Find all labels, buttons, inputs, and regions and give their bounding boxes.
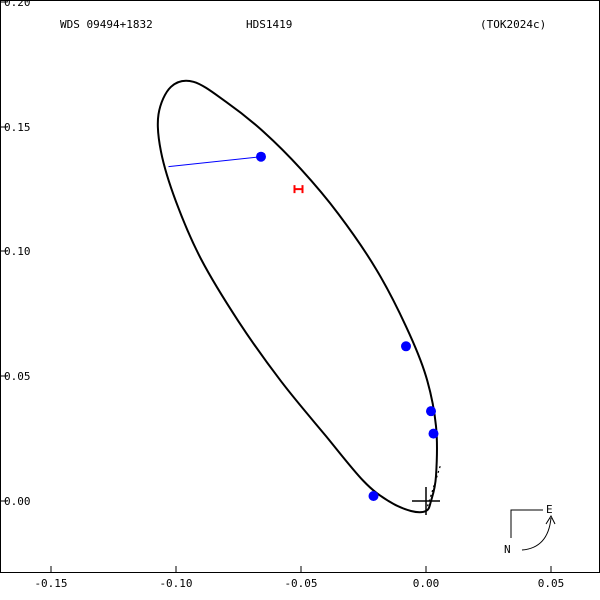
primary-star-marker xyxy=(412,487,440,515)
y-tick-label-1: 0.05 xyxy=(4,370,31,383)
x-tick-label-2: -0.05 xyxy=(284,577,317,590)
measurement-point xyxy=(368,491,379,502)
residual-line xyxy=(168,156,262,168)
measurement-point xyxy=(401,341,411,352)
compass: E N xyxy=(504,503,556,556)
compass-rotation-arrow xyxy=(521,517,552,551)
plot-frame xyxy=(0,0,600,573)
header-center: HDS1419 xyxy=(246,18,292,31)
compass-arrowhead xyxy=(545,514,556,525)
orbit-curve xyxy=(156,79,438,514)
line-of-nodes xyxy=(425,463,442,512)
measurement-points xyxy=(256,151,439,502)
measurement-point xyxy=(428,428,439,439)
measurement-point xyxy=(256,151,266,162)
y-tick-label-2: 0.10 xyxy=(4,245,31,258)
residual-lines xyxy=(168,156,262,168)
measurement-point xyxy=(426,406,436,417)
highlight-marker xyxy=(293,185,304,194)
x-tick-label-1: -0.10 xyxy=(159,577,192,590)
y-tick-label-0: 0.00 xyxy=(4,495,31,508)
x-ticks: -0.15 -0.10 -0.05 0.00 0.05 xyxy=(34,566,564,590)
compass-north-label: N xyxy=(504,543,511,556)
x-tick-label-4: 0.05 xyxy=(538,577,565,590)
compass-axes xyxy=(510,509,543,538)
compass-east-label: E xyxy=(546,503,553,516)
x-tick-label-0: -0.15 xyxy=(34,577,67,590)
header: WDS 09494+1832 HDS1419 (TOK2024c) xyxy=(60,18,546,31)
x-tick-label-3: 0.00 xyxy=(413,577,440,590)
y-tick-label-4: 0.20 xyxy=(4,0,31,9)
header-left: WDS 09494+1832 xyxy=(60,18,153,31)
header-right: (TOK2024c) xyxy=(480,18,546,31)
y-tick-label-3: 0.15 xyxy=(4,121,31,134)
y-ticks: 0.00 0.05 0.10 0.15 0.20 xyxy=(1,0,31,508)
